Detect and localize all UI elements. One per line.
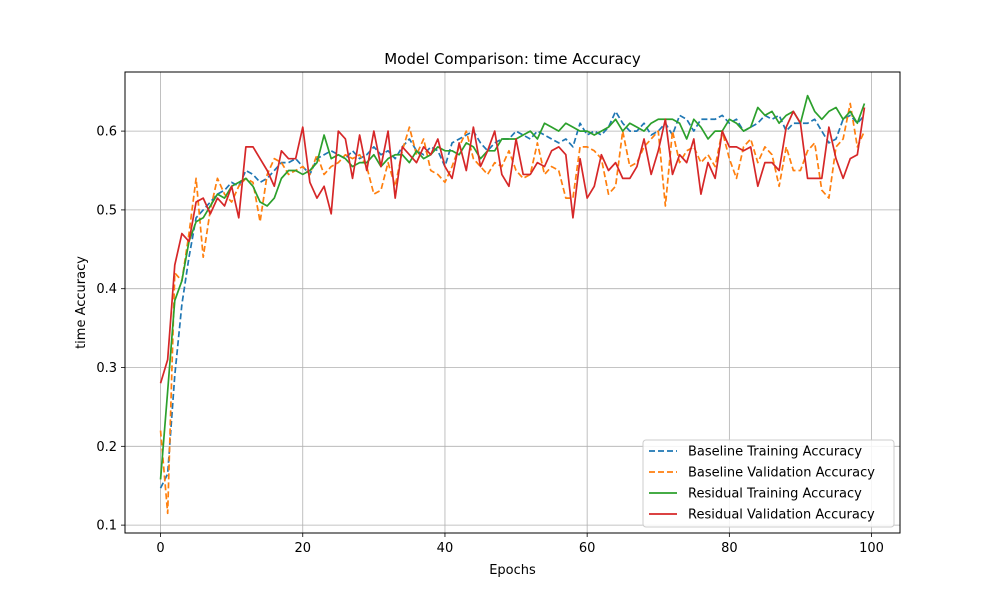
x-tick-label: 0	[156, 541, 164, 556]
series-line-residual-training-accuracy	[159, 94, 866, 480]
x-tick-label: 40	[437, 541, 454, 556]
legend-label: Baseline Training Accuracy	[688, 445, 862, 460]
y-tick-label: 0.1	[96, 519, 117, 534]
legend-label: Residual Validation Accuracy	[688, 508, 875, 523]
series-line-residual-validation-accuracy	[159, 107, 866, 384]
series-lines	[159, 94, 866, 515]
y-tick-label: 0.4	[96, 282, 117, 297]
legend-label: Baseline Validation Accuracy	[688, 466, 875, 481]
y-axis-ticks: 0.1 0.2 0.3 0.4 0.5 0.6	[96, 125, 125, 534]
x-tick-label: 20	[294, 541, 311, 556]
y-axis-label: time Accuracy	[74, 256, 89, 349]
chart-title: Model Comparison: time Accuracy	[384, 50, 641, 68]
x-axis-label: Epochs	[489, 563, 536, 578]
x-axis-ticks: 0 20 40 60 80 100	[156, 533, 884, 556]
y-tick-label: 0.5	[96, 203, 117, 218]
grid	[125, 72, 900, 533]
y-tick-label: 0.2	[96, 440, 117, 455]
x-tick-label: 100	[859, 541, 884, 556]
plot-frame	[124, 71, 901, 534]
legend-box	[642, 439, 895, 528]
legend: Baseline Training Accuracy Baseline Valid…	[642, 439, 895, 528]
y-tick-label: 0.6	[96, 125, 117, 140]
y-tick-label: 0.3	[96, 361, 117, 376]
x-tick-label: 80	[721, 541, 738, 556]
legend-label: Residual Training Accuracy	[688, 487, 862, 502]
x-tick-label: 60	[579, 541, 596, 556]
